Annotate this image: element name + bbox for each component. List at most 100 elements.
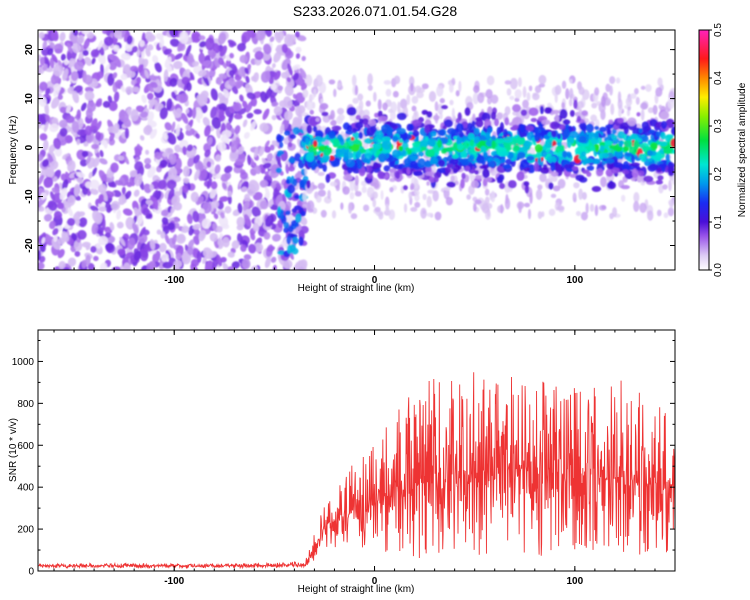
heatmap-cell: [345, 129, 354, 135]
heatmap-cell: [663, 212, 669, 219]
heatmap-cell: [274, 31, 282, 44]
heatmap-cell: [318, 158, 329, 163]
heatmap-cell: [92, 210, 102, 223]
heatmap-cell: [59, 32, 66, 42]
heatmap-cell: [569, 109, 575, 117]
heatmap-cell: [522, 86, 527, 98]
heatmap-cell: [383, 165, 391, 172]
heatmap-cell: [217, 142, 227, 152]
heatmap-cell: [346, 106, 357, 116]
heatmap-cell: [639, 202, 647, 213]
heatmap-cell: [408, 123, 414, 132]
heatmap-cell: [366, 173, 373, 179]
heatmap-cell: [484, 188, 490, 196]
heatmap-cell: [586, 123, 594, 133]
heatmap-cell: [166, 98, 173, 111]
bottom-x-axis-label: Height of straight line (km): [298, 584, 415, 595]
heatmap-cell: [539, 105, 544, 115]
heatmap-cell: [189, 71, 195, 81]
heatmap-cell: [331, 210, 337, 219]
heatmap-cell: [625, 97, 633, 107]
heatmap-cell: [469, 139, 475, 147]
heatmap-cell: [38, 54, 42, 62]
heatmap-cell: [38, 32, 45, 39]
heatmap-cell: [217, 92, 225, 102]
heatmap-cell: [573, 182, 580, 189]
heatmap-cell: [150, 82, 158, 88]
heatmap-cell: [175, 124, 181, 137]
heatmap-cell: [52, 228, 59, 236]
heatmap-cell: [569, 87, 574, 100]
heatmap-cell: [250, 120, 257, 131]
heatmap-cell: [630, 93, 637, 100]
heatmap-cell: [194, 169, 200, 181]
heatmap-cell: [96, 71, 104, 79]
heatmap-cell: [491, 139, 496, 150]
heatmap-cell: [219, 196, 229, 202]
heatmap-cell: [227, 251, 235, 258]
heatmap-cell: [105, 202, 112, 213]
heatmap-cell: [512, 124, 519, 129]
heatmap-cell: [443, 186, 452, 191]
heatmap-cell: [85, 155, 91, 165]
heatmap-cell: [204, 260, 213, 270]
heatmap-cell: [141, 94, 147, 104]
heatmap-cell: [464, 107, 471, 116]
heatmap-cell: [166, 132, 177, 145]
heatmap-cell: [139, 135, 145, 141]
heatmap-cell: [124, 190, 132, 200]
heatmap-cell: [169, 30, 179, 38]
heatmap-cell: [307, 208, 314, 213]
heatmap-cell: [97, 51, 106, 65]
heatmap-cell: [179, 139, 189, 149]
heatmap-cell: [382, 140, 392, 150]
heatmap-cell: [453, 142, 459, 149]
heatmap-cell: [271, 101, 279, 107]
heatmap-cell: [437, 139, 443, 149]
heatmap-cell: [427, 138, 436, 148]
heatmap-cell: [199, 41, 207, 48]
heatmap-cell: [576, 145, 587, 153]
heatmap-cell: [227, 266, 235, 270]
heatmap-cell: [228, 77, 236, 87]
heatmap-cell: [264, 30, 272, 37]
heatmap-cell: [174, 144, 182, 153]
heatmap-cell: [362, 109, 370, 118]
heatmap-cell: [585, 202, 589, 214]
heatmap-cell: [609, 85, 613, 96]
heatmap-cell: [103, 36, 114, 47]
heatmap-cell: [247, 154, 252, 166]
heatmap-cell: [343, 142, 350, 150]
heatmap-cell: [432, 190, 439, 202]
heatmap-cell: [53, 211, 63, 220]
heatmap-cell: [367, 73, 373, 86]
heatmap-cell: [306, 179, 311, 189]
heatmap-cell: [53, 234, 58, 243]
heatmap-cell: [627, 106, 631, 111]
heatmap-cell: [187, 246, 194, 256]
heatmap-cell: [452, 168, 458, 174]
heatmap-cell: [320, 98, 324, 104]
heatmap-cell: [244, 67, 249, 75]
heatmap-cell: [378, 115, 388, 122]
heatmap-cell: [600, 95, 606, 107]
spectrogram-frame: [37, 29, 676, 271]
heatmap-cell: [305, 99, 314, 111]
heatmap-cell: [99, 158, 108, 165]
heatmap-cell: [287, 184, 296, 194]
bottom-y-axis-label: SNR (10 * v/v): [8, 418, 19, 482]
heatmap-cell: [333, 88, 337, 98]
heatmap-cell: [262, 162, 272, 169]
heatmap-cell: [41, 159, 50, 168]
heatmap-cell: [623, 145, 629, 152]
heatmap-cell: [242, 201, 250, 211]
heatmap-cell: [176, 233, 186, 244]
heatmap-cell: [317, 189, 326, 197]
heatmap-cell: [145, 199, 154, 206]
heatmap-cell: [247, 63, 252, 71]
heatmap-cell: [221, 223, 230, 230]
heatmap-cell: [633, 200, 640, 213]
heatmap-cell: [343, 152, 349, 162]
heatmap-cell: [414, 190, 420, 196]
heatmap-cell: [410, 207, 418, 212]
